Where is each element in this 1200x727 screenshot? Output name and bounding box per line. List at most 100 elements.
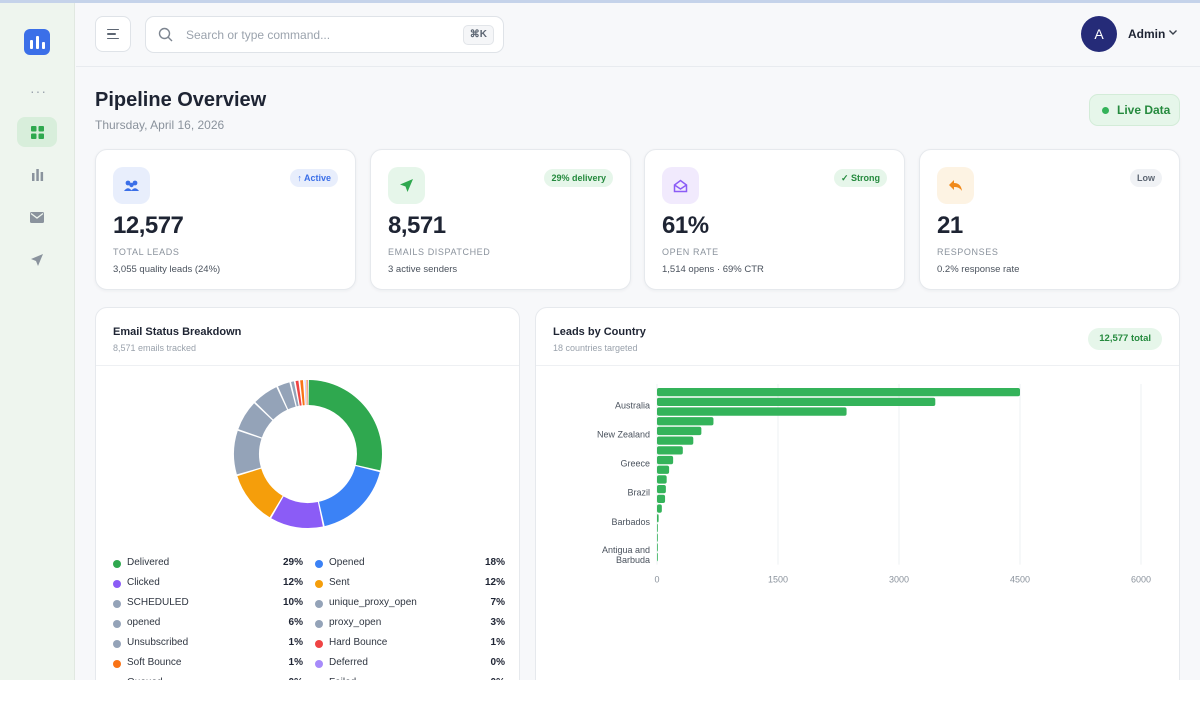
stat-card-total-leads[interactable]: ↑ Active 12,577 TOTAL LEADS 3,055 qualit… [95, 149, 356, 290]
country-bar[interactable] [657, 465, 670, 474]
country-bar[interactable] [657, 407, 847, 416]
legend-item[interactable]: Queued 0% [113, 676, 303, 680]
legend-percent: 6% [288, 617, 303, 628]
stat-card-emails-dispatched[interactable]: 29% delivery 8,571 EMAILS DISPATCHED 3 a… [370, 149, 631, 290]
legend-label: Deferred [329, 657, 368, 668]
donut-slice-proxy-open[interactable] [277, 382, 296, 410]
legend-label: Delivered [127, 557, 170, 568]
legend-percent: 12% [282, 577, 303, 588]
legend-item[interactable]: Deferred 0% [315, 656, 505, 672]
stat-card-responses[interactable]: Low 21 RESPONSES 0.2% response rate [919, 149, 1180, 290]
page-title: Pipeline Overview [95, 89, 267, 111]
sidebar-item-analytics[interactable] [17, 159, 57, 189]
chevron-down-icon[interactable] [1168, 27, 1178, 37]
legend-percent: 3% [490, 617, 505, 628]
legend-item[interactable]: Clicked 12% [113, 576, 303, 592]
country-bar[interactable] [657, 514, 659, 523]
panel-subtitle: 8,571 emails tracked [113, 343, 197, 353]
legend-item[interactable]: Opened 18% [315, 556, 505, 572]
stat-subtext: 3,055 quality leads (24%) [113, 264, 221, 275]
country-bar[interactable] [657, 426, 702, 436]
legend-label: Hard Bounce [329, 637, 388, 648]
country-bar[interactable] [657, 543, 658, 552]
legend-item[interactable]: Failed 0% [315, 676, 505, 680]
legend-percent: 1% [490, 637, 505, 648]
country-bar[interactable] [657, 417, 714, 426]
donut-slice-delivered[interactable] [308, 380, 382, 471]
legend-swatch [315, 580, 323, 588]
country-bar[interactable] [657, 494, 666, 503]
stat-value: 21 [937, 212, 963, 239]
donut-slice-sent[interactable] [237, 468, 283, 518]
legend-item[interactable]: Unsubscribed 1% [113, 636, 303, 652]
sidebar-item-campaigns[interactable] [17, 245, 57, 275]
country-bar[interactable] [657, 485, 666, 494]
legend-percent: 0% [490, 657, 505, 668]
donut-slice-unique-proxy-open[interactable] [238, 403, 273, 438]
legend-label: Soft Bounce [127, 657, 182, 668]
legend-label: proxy_open [329, 617, 382, 628]
page-bottom-area [0, 680, 1200, 727]
country-bar[interactable] [657, 533, 658, 542]
country-bar[interactable] [657, 446, 683, 455]
stat-label: OPEN RATE [662, 247, 719, 257]
mail-icon [30, 211, 44, 223]
legend-percent: 29% [282, 557, 303, 568]
country-bar[interactable] [657, 552, 658, 562]
legend-swatch [113, 660, 121, 668]
donut-slice-opened[interactable] [319, 465, 380, 527]
donut-slice-unsubscribed[interactable] [291, 381, 299, 407]
stat-label: TOTAL LEADS [113, 247, 180, 257]
leads-by-country-bar-chart: 0 1500 3000 4500 6000 Australia New Zealand Gre… [597, 384, 1151, 585]
legend-item[interactable]: Hard Bounce 1% [315, 636, 505, 652]
country-bar[interactable] [657, 397, 936, 406]
panel-header: Email Status Breakdown 8,571 emails trac… [96, 308, 519, 366]
donut-slice-opened[interactable] [255, 387, 288, 420]
country-bar[interactable] [657, 455, 674, 465]
legend-item[interactable]: Sent 12% [315, 576, 505, 592]
legend-item[interactable]: unique_proxy_open 7% [315, 596, 505, 612]
legend-item[interactable]: proxy_open 3% [315, 616, 505, 632]
logo-icon[interactable] [24, 29, 50, 55]
grid-icon [30, 125, 44, 139]
legend-percent: 10% [282, 597, 303, 608]
legend-item[interactable]: SCHEDULED 10% [113, 596, 303, 612]
country-bar[interactable] [657, 504, 662, 513]
menu-toggle-button[interactable] [95, 16, 131, 52]
live-data-badge[interactable]: Live Data [1089, 94, 1180, 126]
donut-slice-scheduled[interactable] [234, 430, 262, 475]
stat-label: RESPONSES [937, 247, 999, 257]
legend-label: Failed [329, 677, 356, 680]
x-tick-label: 6000 [1131, 575, 1151, 585]
panel-header: Leads by Country 18 countries targeted 1… [536, 308, 1179, 366]
country-bar[interactable] [657, 523, 658, 533]
more-dots-icon[interactable]: ··· [30, 83, 47, 99]
legend-item[interactable]: Delivered 29% [113, 556, 303, 572]
legend-swatch [315, 560, 323, 568]
donut-slice-clicked[interactable] [271, 496, 323, 528]
stat-card-open-rate[interactable]: ✓ Strong 61% OPEN RATE 1,514 opens · 69%… [644, 149, 905, 290]
donut-slice-soft-bounce[interactable] [300, 380, 305, 406]
users-icon [113, 167, 150, 204]
country-bar[interactable] [657, 436, 694, 445]
y-tick-label: Barbados [611, 517, 650, 527]
donut-slice-deferred[interactable] [304, 380, 307, 406]
country-bar[interactable] [657, 388, 1020, 397]
legend-item[interactable]: opened 6% [113, 616, 303, 632]
legend-label: SCHEDULED [127, 597, 189, 608]
avatar[interactable]: A [1081, 16, 1117, 52]
panel-subtitle: 18 countries targeted [553, 343, 638, 353]
x-tick-label: 1500 [768, 575, 788, 585]
legend-percent: 1% [288, 637, 303, 648]
legend-item[interactable]: Soft Bounce 1% [113, 656, 303, 672]
search-input[interactable] [186, 25, 456, 45]
donut-slice-queued[interactable] [306, 380, 308, 406]
user-name[interactable]: Admin [1128, 27, 1166, 41]
country-bar[interactable] [657, 475, 667, 484]
sidebar-item-mail[interactable] [17, 202, 57, 232]
search-bar[interactable]: ⌘K [145, 16, 504, 53]
y-tick-label: Antigua and Barbuda [602, 545, 650, 565]
donut-slice-hard-bounce[interactable] [295, 380, 302, 406]
sidebar-item-dashboard[interactable] [17, 117, 57, 147]
y-tick-label: Brazil [627, 488, 650, 498]
